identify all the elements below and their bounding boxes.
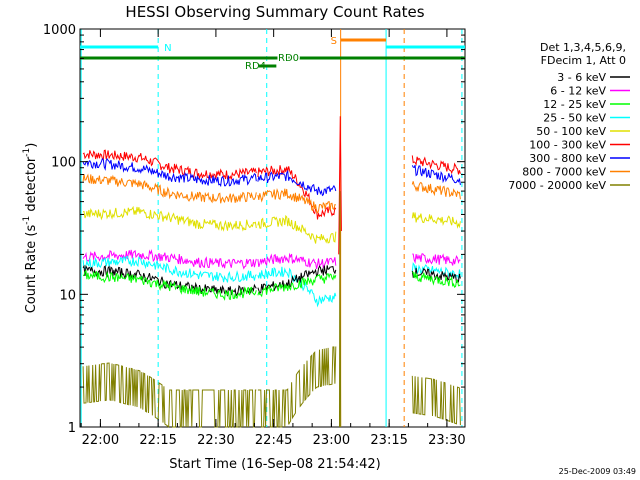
y-axis-label-part: Count Rate (s xyxy=(24,225,39,314)
series-line xyxy=(411,262,461,280)
y-axis-label-sup: -1 xyxy=(22,148,32,157)
x-tick-label: 23:30 xyxy=(428,433,465,448)
series-line xyxy=(257,214,337,244)
series-line xyxy=(411,155,461,175)
y-axis-label: Count Rate (s-1 detector-1) xyxy=(22,143,39,314)
flags-layer: N S RD0 RD4 xyxy=(80,36,465,72)
flag-label: N xyxy=(164,43,171,54)
series-line xyxy=(257,165,337,220)
y-axis-label-part: detector xyxy=(24,156,39,216)
footer-timestamp: 25-Dec-2009 03:49 xyxy=(559,467,636,476)
series-line xyxy=(257,187,336,214)
x-axis-label: Start Time (16-Sep-08 21:54:42) xyxy=(169,457,380,472)
chart-title: HESSI Observing Summary Count Rates xyxy=(125,3,424,21)
x-tick-label: 23:00 xyxy=(313,433,350,448)
y-axis-label-part: ) xyxy=(24,143,39,148)
y-tick-label: 100 xyxy=(51,156,76,171)
series-line xyxy=(83,205,257,232)
series-line xyxy=(82,269,257,301)
x-axis: 22:00 22:15 22:30 22:45 23:00 23:15 23:30 xyxy=(80,29,466,448)
plot-frame xyxy=(79,28,466,428)
series-line xyxy=(82,173,257,204)
legend-entry-label: 50 - 100 keV xyxy=(536,125,606,138)
y-tick-label: 1000 xyxy=(43,23,76,38)
legend-entry-label: 300 - 800 keV xyxy=(529,152,606,165)
series-line xyxy=(257,252,337,270)
x-tick-label: 22:15 xyxy=(139,433,176,448)
flag-label: RD0 xyxy=(278,53,299,64)
series-line xyxy=(412,271,461,288)
y-tick-label: 10 xyxy=(59,288,76,303)
series-line xyxy=(411,181,461,200)
series-line xyxy=(82,255,257,283)
series-line xyxy=(411,164,461,186)
flare-spike xyxy=(338,116,342,255)
legend-entry-label: 6 - 12 keV xyxy=(550,85,606,98)
x-tick-label: 23:15 xyxy=(370,433,407,448)
series-line xyxy=(82,149,257,181)
series-line xyxy=(82,264,257,298)
series-line xyxy=(82,157,257,188)
y-tick-label: 1 xyxy=(68,421,76,436)
legend-entry-label: 25 - 50 keV xyxy=(543,112,606,125)
flare-spike xyxy=(338,191,342,428)
legend: Det 1,3,4,5,6,9,FDecim 1, Att 0 3 - 6 keV… xyxy=(508,41,630,192)
flag-label: RD4 xyxy=(245,61,266,72)
series-layer xyxy=(82,116,461,428)
series-line xyxy=(257,346,337,428)
series-line xyxy=(411,212,461,229)
series-line xyxy=(82,362,257,428)
y-axis-label-sup: -1 xyxy=(22,216,32,225)
series-line xyxy=(82,248,257,270)
legend-entry-label: 3 - 6 keV xyxy=(557,71,606,84)
legend-entry-label: 800 - 7000 keV xyxy=(522,166,606,179)
x-tick-label: 22:30 xyxy=(197,433,234,448)
series-line xyxy=(257,265,337,295)
x-tick-label: 22:00 xyxy=(82,433,119,448)
legend-header: FDecim 1, Att 0 xyxy=(541,54,626,67)
series-line xyxy=(257,273,337,298)
legend-entry-label: 100 - 300 keV xyxy=(529,139,606,152)
legend-header: Det 1,3,4,5,6,9, xyxy=(540,41,626,54)
flag-label: S xyxy=(331,36,337,47)
series-line xyxy=(412,253,461,266)
y-axis: 1 10 100 1000 xyxy=(43,23,465,436)
series-line xyxy=(411,375,461,426)
legend-entry-label: 12 - 25 keV xyxy=(543,98,606,111)
reference-lines xyxy=(80,29,463,427)
legend-entry-label: 7000 - 20000 keV xyxy=(508,179,606,192)
x-tick-label: 22:45 xyxy=(255,433,292,448)
series-line xyxy=(411,267,461,283)
series-line xyxy=(257,169,337,197)
